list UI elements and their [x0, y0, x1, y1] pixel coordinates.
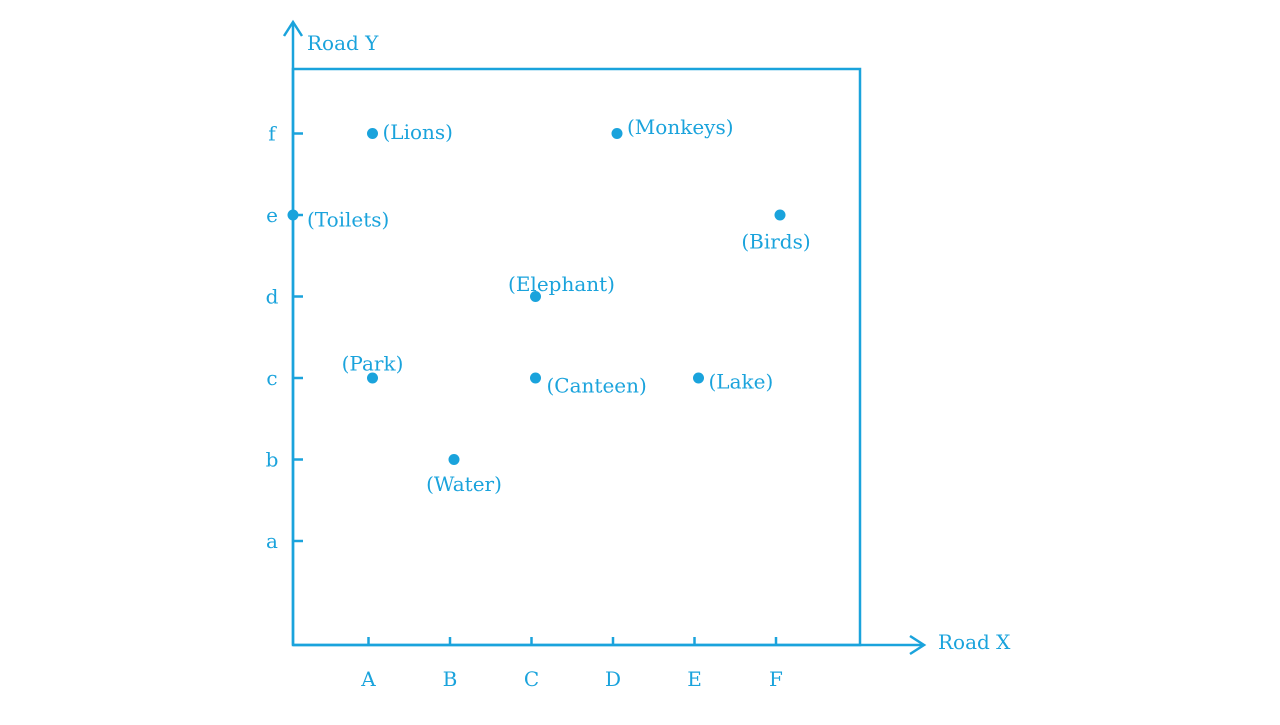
place-marker: (Canteen) [530, 372, 647, 398]
place-label: (Monkeys) [627, 115, 734, 139]
place-dot [530, 372, 541, 384]
place-label: (Lake) [709, 370, 774, 394]
place-dot [287, 209, 299, 221]
y-tick-label: a [266, 529, 278, 553]
place-dot [530, 291, 541, 302]
place-marker: (Lions) [367, 120, 453, 144]
road-x-arrow-icon [909, 634, 927, 656]
x-tick-label: D [605, 667, 621, 691]
place-marker: (Toilets) [287, 208, 389, 232]
place-marker: (Park) [342, 352, 404, 384]
x-tick-label: F [769, 667, 783, 691]
y-tick-label: e [266, 203, 278, 227]
road-y-label: Road Y [307, 31, 379, 55]
frame-layer: Road X Road Y [282, 19, 1011, 656]
place-dot [774, 209, 786, 221]
tick-layer: A B C D E Fa b c d e f [266, 122, 783, 692]
x-tick-label: B [443, 667, 458, 691]
place-dot [367, 128, 378, 139]
place-marker: (Birds) [741, 209, 811, 254]
place-marker: (Lake) [693, 370, 773, 394]
place-label: (Park) [342, 352, 404, 376]
y-tick-label: b [266, 448, 279, 472]
place-label: (Water) [426, 472, 502, 496]
place-label: (Lions) [383, 120, 453, 144]
place-label: (Birds) [741, 230, 810, 254]
place-marker: (Monkeys) [611, 115, 734, 139]
x-tick-label: E [687, 667, 702, 691]
place-marker: (Elephant) [508, 272, 615, 302]
place-dot [367, 372, 378, 384]
place-label: (Canteen) [547, 374, 647, 398]
y-tick-label: c [266, 366, 277, 390]
place-label: (Elephant) [508, 272, 615, 296]
y-tick-label: f [268, 122, 277, 146]
place-dot [611, 128, 623, 139]
road-x-label: Road X [938, 630, 1011, 654]
place-marker: (Water) [426, 454, 502, 496]
place-layer: (Lions) (Monkeys) (Toilets) (Birds) (Elephan… [287, 115, 811, 496]
y-tick-label: d [266, 285, 279, 309]
x-tick-label: C [524, 667, 539, 691]
place-dot [693, 372, 704, 384]
road-y-arrow-icon [282, 19, 304, 37]
place-dot [448, 454, 460, 465]
x-tick-label: A [360, 667, 376, 691]
place-label: (Toilets) [307, 208, 389, 232]
